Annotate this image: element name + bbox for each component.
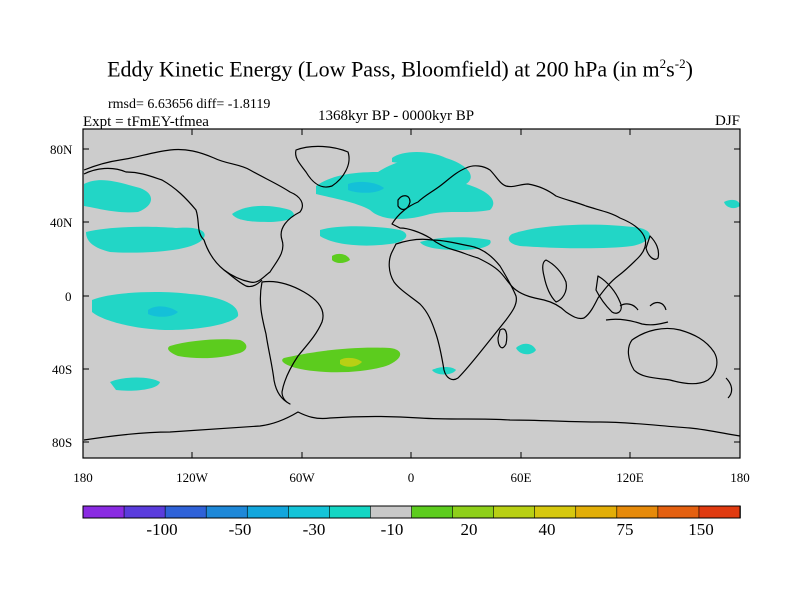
colorbar-swatch (452, 505, 495, 519)
colorbar (82, 505, 741, 519)
coastlines (83, 145, 741, 441)
colorbar-swatch (616, 505, 659, 519)
colorbar-swatch (123, 505, 166, 519)
anomaly-patch-south-indian (516, 343, 536, 355)
colorbar-label-minus-100: -100 (146, 520, 178, 539)
colorbar-label-minus-30: -30 (302, 520, 326, 539)
lat-label-80s: 80S (52, 435, 73, 450)
lon-label-60e: 60E (510, 470, 532, 485)
colorbar-swatch (246, 505, 290, 519)
colorbar-swatch (205, 505, 249, 519)
experiment-label: Expt = tFmEY-tfmea (83, 114, 209, 130)
anomaly-patch-asia-jet (508, 224, 650, 249)
lon-label-0: 0 (407, 470, 415, 485)
coastline-central-america (223, 269, 263, 288)
coastline-japan (645, 235, 660, 260)
colorbar-swatch (575, 505, 618, 519)
colorbar-swatch (329, 505, 372, 519)
colorbar-swatch (288, 505, 331, 519)
anomaly-patch-north-pacific (724, 199, 740, 209)
lat-label-40n: 40N (50, 215, 73, 230)
colorbar-swatch (534, 505, 577, 519)
colorbar-swatch (657, 505, 700, 519)
colorbar-swatch (493, 505, 536, 519)
coastline-india (542, 259, 567, 303)
anomaly-patch-south-pacific (110, 377, 160, 391)
coastline-africa (388, 238, 517, 381)
anomaly-patch-alaska (84, 180, 152, 213)
colorbar-frame (82, 505, 741, 519)
coastline-south-america (259, 280, 324, 405)
anomaly-patch-scandinavia (392, 152, 446, 165)
coastline-north-america (83, 148, 303, 283)
anomaly-patch-greenland-norway (316, 156, 494, 219)
anomaly-patch-south-pacific-positive (168, 339, 247, 359)
colorbar-label-150: 150 (688, 520, 714, 539)
coastline-se-asia (595, 275, 622, 314)
anomaly-patch-west-atlantic (86, 226, 205, 253)
anomaly-core-south-atlantic (340, 357, 362, 367)
stats-label: rmsd= 6.63656 diff= -1.8119 (108, 97, 271, 112)
colorbar-swatch (82, 505, 125, 519)
anomaly-core-north-atlantic (348, 181, 384, 193)
coastline-indonesia (605, 301, 669, 326)
coastline-antarctica (83, 411, 741, 441)
coastline-australia (627, 327, 718, 385)
colorbar-swatch (698, 505, 741, 519)
lat-ticks (83, 148, 740, 443)
anomaly-patch-east-asia (332, 253, 350, 263)
coastline-greenland (295, 145, 350, 188)
plot-title: Eddy Kinetic Energy (Low Pass, Bloomfiel… (107, 56, 693, 82)
lon-ticks (191, 129, 631, 458)
anomaly-patch-mid-atlantic (320, 226, 407, 246)
colorbar-label-minus-50: -50 (228, 520, 252, 539)
lat-label-0: 0 (65, 289, 72, 304)
lon-label-180-west: 180 (73, 470, 93, 485)
lat-label-80n: 80N (50, 142, 73, 157)
coastline-british-isles (397, 195, 411, 211)
colorbar-label-40: 40 (538, 520, 556, 539)
lon-label-120w: 120W (176, 470, 208, 485)
lon-label-120e: 120E (616, 470, 644, 485)
colorbar-label-20: 20 (460, 520, 478, 539)
coastline-europe (391, 165, 647, 320)
anomaly-core-tropical-pacific (148, 306, 178, 317)
anomaly-patch-labrador (232, 205, 294, 222)
colorbar-label-75: 75 (616, 520, 634, 539)
colorbar-swatch (411, 505, 454, 519)
coastline-new-zealand (725, 377, 733, 399)
period-label: 1368kyr BP - 0000kyr BP (318, 108, 475, 124)
lon-label-60w: 60W (289, 470, 315, 485)
positive-strong-areas (340, 357, 362, 367)
lon-label-180-east: 180 (730, 470, 750, 485)
lat-label-40s: 40S (52, 362, 73, 377)
colorbar-label-minus-10: -10 (380, 520, 404, 539)
colorbar-swatch (370, 505, 413, 519)
coastline-madagascar (497, 328, 508, 349)
negative-strong-areas (148, 181, 384, 317)
colorbar-swatch (164, 505, 207, 519)
season-label: DJF (714, 113, 740, 129)
